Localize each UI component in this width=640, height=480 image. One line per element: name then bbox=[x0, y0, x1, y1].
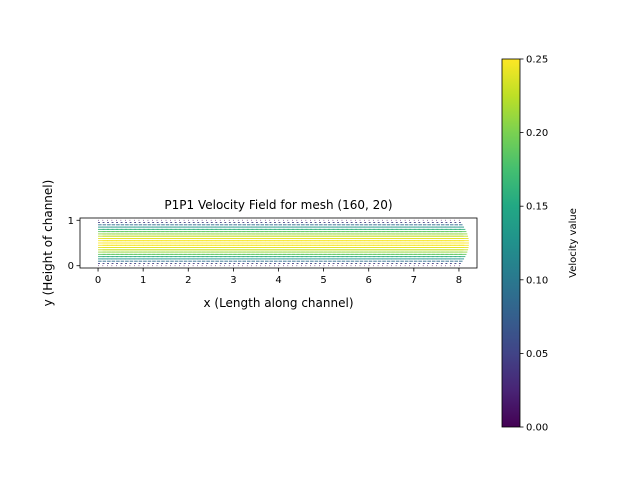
plot-title: P1P1 Velocity Field for mesh (160, 20) bbox=[164, 198, 392, 212]
colorbar-gradient bbox=[501, 58, 521, 428]
x-tick-label: 2 bbox=[185, 275, 191, 286]
x-tick-label: 4 bbox=[275, 275, 281, 286]
x-axis-ticks: 0 1 2 3 4 5 6 7 8 bbox=[95, 268, 462, 286]
x-axis-label: x (Length along channel) bbox=[203, 296, 353, 310]
y-axis-ticks: 01 bbox=[68, 216, 80, 272]
colorbar-tick-label: 0.20 bbox=[526, 128, 548, 139]
x-tick-label: 7 bbox=[411, 275, 417, 286]
x-tick-label: 0 bbox=[95, 275, 101, 286]
colorbar-tick-label: 0.05 bbox=[526, 349, 548, 360]
colorbar-tick-label: 0.10 bbox=[526, 275, 548, 286]
colorbar-tick-label: 0.00 bbox=[526, 423, 548, 434]
velocity-arrows bbox=[98, 219, 469, 267]
colorbar-tick-label: 0.25 bbox=[526, 55, 548, 66]
colorbar-tick-label: 0.15 bbox=[526, 202, 548, 213]
y-axis-label: y (Height of channel) bbox=[41, 180, 55, 307]
colorbar: 0.00 0.05 0.10 0.15 0.20 0.25 Velocity value bbox=[501, 55, 579, 434]
x-tick-label: 6 bbox=[366, 275, 372, 286]
x-tick-label: 5 bbox=[320, 275, 326, 286]
x-tick-label: 1 bbox=[140, 275, 146, 286]
x-tick-label: 8 bbox=[456, 275, 462, 286]
colorbar-ticks: 0.00 0.05 0.10 0.15 0.20 0.25 bbox=[520, 55, 548, 434]
y-tick-label: 1 bbox=[68, 216, 74, 227]
x-tick-label: 3 bbox=[230, 275, 236, 286]
y-tick-label: 0 bbox=[68, 261, 74, 272]
colorbar-label: Velocity value bbox=[568, 208, 579, 278]
